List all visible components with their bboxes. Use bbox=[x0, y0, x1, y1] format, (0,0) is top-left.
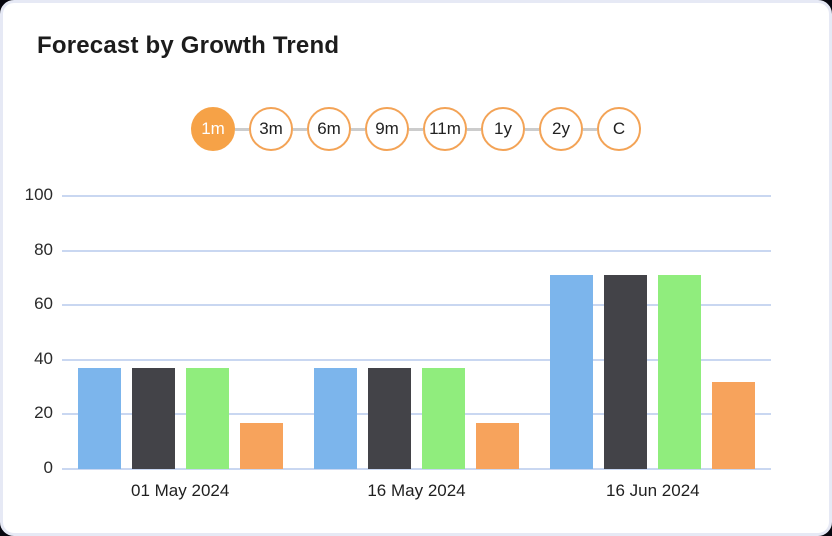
period-connector-line bbox=[235, 127, 249, 131]
bar-series-3-16-may-2024[interactable] bbox=[421, 368, 465, 469]
period-option-1y[interactable]: 1y bbox=[481, 107, 525, 151]
period-option-11m[interactable]: 11m bbox=[423, 107, 467, 151]
bar-series-4-16-jun-2024[interactable] bbox=[712, 381, 756, 469]
y-axis-tick-label: 80 bbox=[34, 239, 53, 259]
period-connector-line bbox=[525, 127, 539, 131]
x-axis-label-01-may-2024: 01 May 2024 bbox=[131, 481, 230, 500]
chart-title: Forecast by Growth Trend bbox=[37, 32, 340, 59]
bar-group-16-may-2024 bbox=[298, 196, 534, 469]
bar-series-1-01-may-2024[interactable] bbox=[77, 368, 121, 469]
y-axis-tick-label: 0 bbox=[43, 458, 53, 477]
period-option-2y[interactable]: 2y bbox=[539, 107, 583, 151]
period-selector: 1m 3m 6m 9m 11m 1y 2y C bbox=[0, 107, 832, 151]
gridline-y-100: 100 bbox=[25, 185, 771, 204]
bar-series-3-16-jun-2024[interactable] bbox=[658, 275, 702, 469]
bar-series-2-16-may-2024[interactable] bbox=[367, 368, 411, 469]
bar-group-01-may-2024 bbox=[62, 196, 298, 469]
bar-series-2-01-may-2024[interactable] bbox=[131, 368, 175, 469]
bar-series-4-16-may-2024[interactable] bbox=[475, 422, 519, 469]
bar-chart-plot-area: 0 20 40 60 80 100 bbox=[25, 185, 771, 477]
bar-series-1-16-may-2024[interactable] bbox=[313, 368, 357, 469]
y-axis-tick-label: 20 bbox=[34, 403, 53, 423]
y-axis-tick-label: 40 bbox=[34, 348, 53, 368]
period-option-C[interactable]: C bbox=[597, 107, 641, 151]
bar-series-3-01-may-2024[interactable] bbox=[185, 368, 229, 469]
period-connector-line bbox=[583, 127, 597, 131]
gridline-y-40: 40 bbox=[34, 349, 771, 368]
period-connector-line bbox=[351, 127, 365, 131]
period-connector-line bbox=[409, 127, 423, 131]
gridline-y-60: 60 bbox=[34, 294, 771, 313]
x-axis-labels: 01 May 2024 16 May 2024 16 Jun 2024 bbox=[62, 481, 771, 501]
y-axis-tick-label: 100 bbox=[24, 185, 53, 204]
period-option-6m[interactable]: 6m bbox=[307, 107, 351, 151]
period-option-3m[interactable]: 3m bbox=[249, 107, 293, 151]
bar-groups bbox=[62, 196, 771, 469]
gridline-y-20: 20 bbox=[34, 403, 771, 422]
gridline-y-80: 80 bbox=[34, 240, 771, 259]
gridline-y-0: 0 bbox=[44, 458, 771, 477]
bar-series-4-01-may-2024[interactable] bbox=[239, 422, 283, 469]
y-axis-tick-label: 60 bbox=[34, 294, 53, 314]
x-axis-label-16-jun-2024: 16 Jun 2024 bbox=[606, 481, 700, 500]
period-connector-line bbox=[293, 127, 307, 131]
period-option-9m[interactable]: 9m bbox=[365, 107, 409, 151]
bar-series-1-16-jun-2024[interactable] bbox=[550, 275, 594, 469]
x-axis-label-16-may-2024: 16 May 2024 bbox=[367, 481, 466, 500]
bar-group-16-jun-2024 bbox=[535, 196, 771, 469]
period-connector-line bbox=[467, 127, 481, 131]
period-option-1m[interactable]: 1m bbox=[191, 107, 235, 151]
bar-series-2-16-jun-2024[interactable] bbox=[604, 275, 648, 469]
